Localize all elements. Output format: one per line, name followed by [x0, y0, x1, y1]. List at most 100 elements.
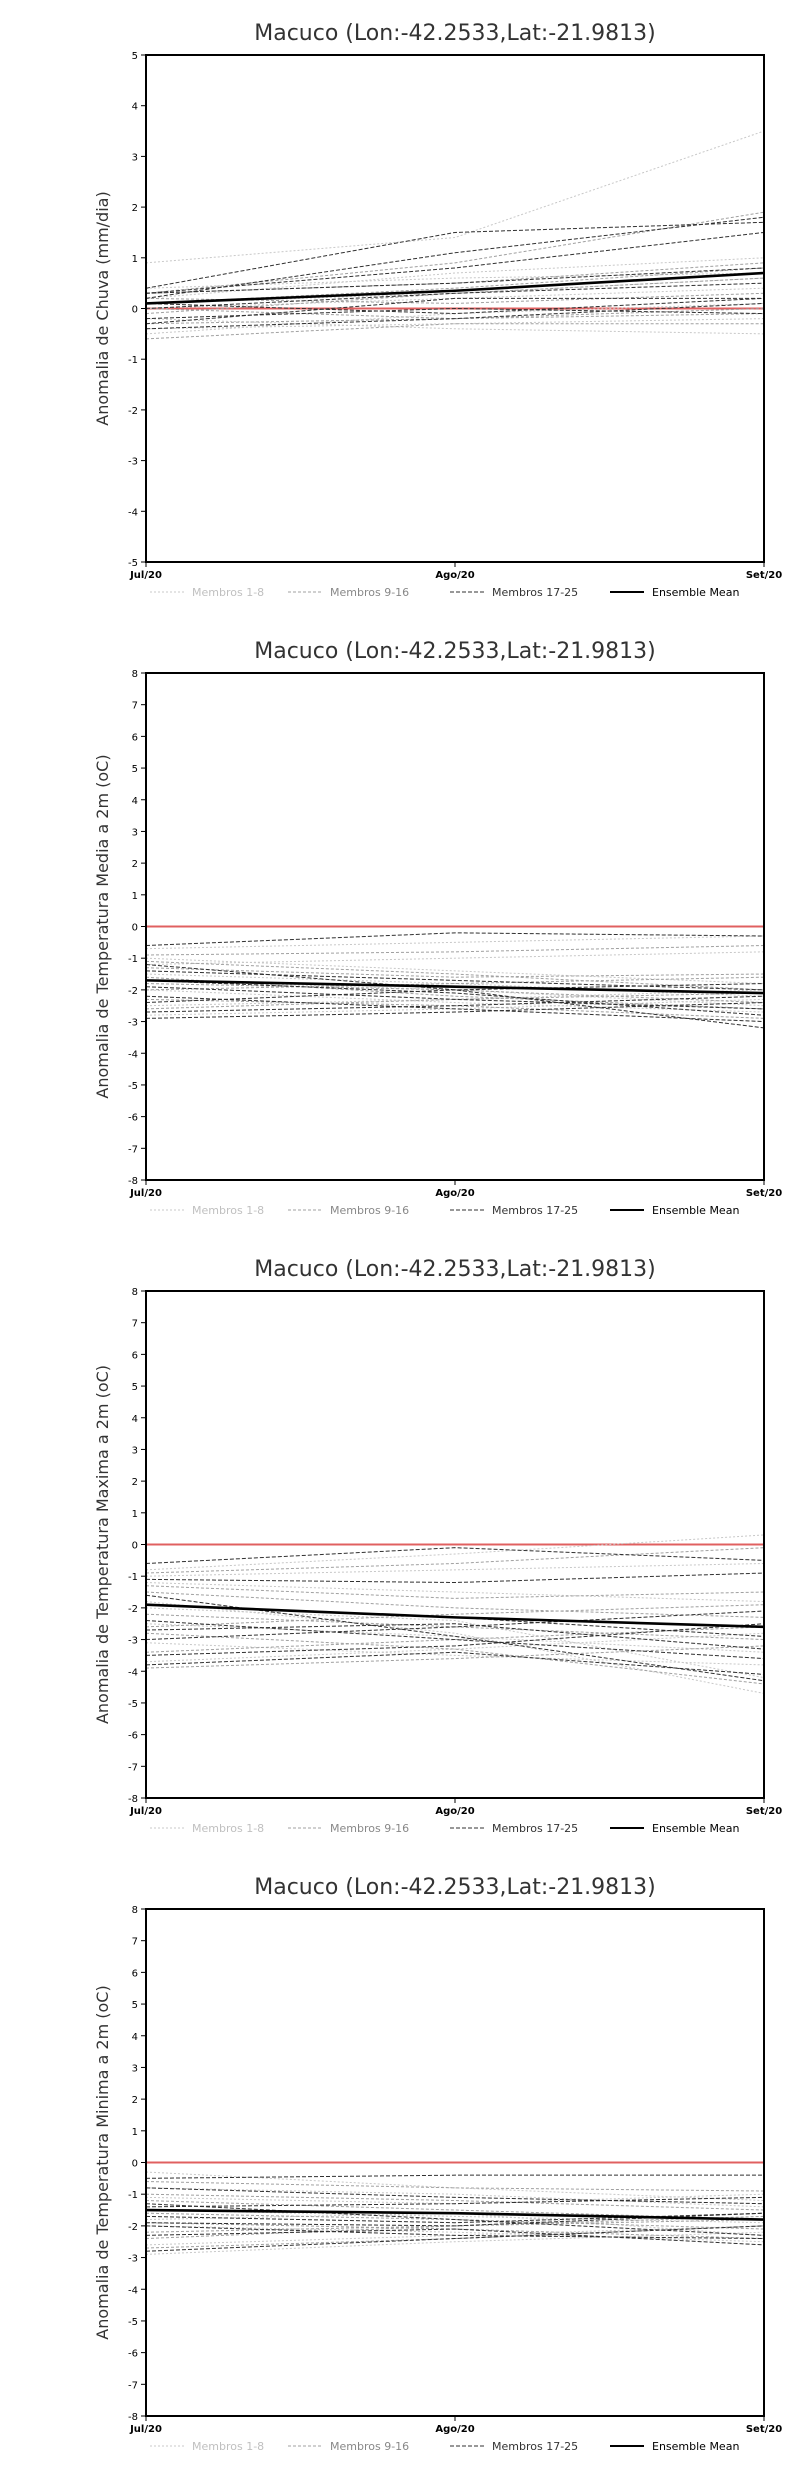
member-series-line	[146, 1534, 764, 1571]
y-tick-label: 3	[132, 1445, 138, 1456]
member-series-line	[146, 1572, 764, 1584]
y-tick-label: 5	[132, 51, 138, 62]
y-tick-label: 6	[132, 1968, 138, 1979]
y-tick-label: -3	[128, 1636, 138, 1647]
x-tick-label: Set/20	[746, 1806, 782, 1817]
member-series-line	[146, 960, 764, 991]
y-axis-label: Anomalia de Temperatura Minima a 2m (oC)	[93, 1985, 112, 2339]
y-tick-label: 7	[132, 701, 138, 712]
member-series-line	[146, 2174, 764, 2179]
plot-area	[146, 2161, 764, 2255]
member-series-line	[146, 262, 764, 294]
member-series-line	[146, 976, 764, 1010]
y-tick-label: 0	[132, 2159, 138, 2170]
member-series-line	[146, 979, 764, 1016]
member-series-line	[146, 2231, 764, 2255]
member-series-line	[146, 257, 764, 299]
member-series-line	[146, 986, 764, 1010]
y-tick-label: 2	[132, 859, 138, 870]
y-tick-label: -2	[128, 986, 138, 997]
y-tick-label: 0	[132, 305, 138, 316]
member-series-line	[146, 970, 764, 991]
member-series-line	[146, 976, 764, 991]
member-series-line	[146, 995, 764, 1013]
y-tick-label: 8	[132, 669, 138, 680]
member-series-line	[146, 267, 764, 294]
y-tick-label: -3	[128, 2254, 138, 2265]
y-tick-label: -4	[128, 1049, 138, 1060]
y-tick-label: 4	[132, 796, 138, 807]
y-tick-label: 4	[132, 2032, 138, 2043]
legend-label: Membros 17-25	[492, 1204, 578, 1217]
member-series-line	[146, 935, 764, 950]
member-series-line	[146, 130, 764, 264]
member-series-line	[146, 287, 764, 309]
member-series-line	[146, 211, 764, 294]
member-series-line	[146, 2212, 764, 2230]
y-tick-label: 3	[132, 2063, 138, 2074]
member-series-line	[146, 1651, 764, 1675]
member-series-line	[146, 302, 764, 330]
member-series-line	[146, 1613, 764, 1641]
member-series-line	[146, 1547, 764, 1565]
x-tick-label: Set/20	[746, 1188, 782, 1199]
member-series-line	[146, 1582, 764, 1603]
y-tick-label: 4	[132, 1414, 138, 1425]
x-tick-label: Set/20	[746, 570, 782, 581]
member-series-line	[146, 1623, 764, 1650]
chart-title: Macuco (Lon:-42.2533,Lat:-21.9813)	[254, 639, 656, 664]
plot-area	[146, 1534, 764, 1694]
y-tick-label: -8	[128, 1794, 138, 1805]
x-tick-label: Ago/20	[435, 1806, 474, 1817]
x-tick-label: Jul/20	[129, 1188, 162, 1199]
legend-label: Membros 1-8	[192, 1204, 264, 1217]
plot-frame	[145, 1290, 765, 1799]
y-tick-label: -6	[128, 1113, 138, 1124]
y-axis-label: Anomalia de Temperatura Media a 2m (oC)	[93, 754, 112, 1098]
y-tick-label: -7	[128, 1144, 138, 1155]
x-tick-label: Ago/20	[435, 1188, 474, 1199]
y-tick-label: 3	[132, 827, 138, 838]
ensemble-mean-line	[146, 1603, 764, 1629]
member-series-line	[146, 2225, 764, 2252]
member-series-line	[146, 1632, 764, 1685]
member-series-line	[146, 2212, 764, 2227]
member-series-line	[146, 2222, 764, 2240]
member-series-line	[146, 983, 764, 1004]
y-tick-label: 1	[132, 1509, 138, 1520]
member-series-line	[146, 216, 764, 299]
member-series-line	[146, 2219, 764, 2233]
member-series-line	[146, 2181, 764, 2192]
y-tick-label: -4	[128, 507, 138, 518]
y-tick-label: 8	[132, 1287, 138, 1298]
y-tick-label: -2	[128, 2222, 138, 2233]
member-series-line	[146, 2203, 764, 2236]
member-series-line	[146, 983, 764, 1004]
legend-label: Membros 1-8	[192, 2440, 264, 2453]
y-tick-label: -4	[128, 1667, 138, 1678]
member-series-line	[146, 2225, 764, 2243]
legend-label: Membros 17-25	[492, 1822, 578, 1835]
member-series-line	[146, 1623, 764, 1653]
chart-panel-4: Macuco (Lon:-42.2533,Lat:-21.9813) Anomal…	[93, 1875, 782, 2453]
member-series-line	[146, 995, 764, 1023]
y-tick-label: 5	[132, 2000, 138, 2011]
member-series-line	[146, 318, 764, 330]
y-tick-label: 7	[132, 1319, 138, 1330]
y-tick-label: -4	[128, 2285, 138, 2296]
member-series-line	[146, 272, 764, 289]
x-tick-label: Ago/20	[435, 2424, 474, 2435]
y-tick-label: 0	[132, 923, 138, 934]
ensemble-mean-line	[146, 271, 764, 305]
member-series-line	[146, 318, 764, 335]
y-tick-label: -1	[128, 954, 138, 965]
member-series-line	[146, 2212, 764, 2224]
y-axis-label: Anomalia de Chuva (mm/dia)	[93, 191, 112, 425]
member-series-line	[146, 2187, 764, 2205]
y-tick-label: 4	[132, 102, 138, 113]
chart-panel-2: Macuco (Lon:-42.2533,Lat:-21.9813) Anomal…	[93, 639, 782, 1217]
member-series-line	[146, 945, 764, 956]
member-series-line	[146, 951, 764, 966]
member-series-line	[146, 1620, 764, 1660]
y-tick-label: 5	[132, 764, 138, 775]
